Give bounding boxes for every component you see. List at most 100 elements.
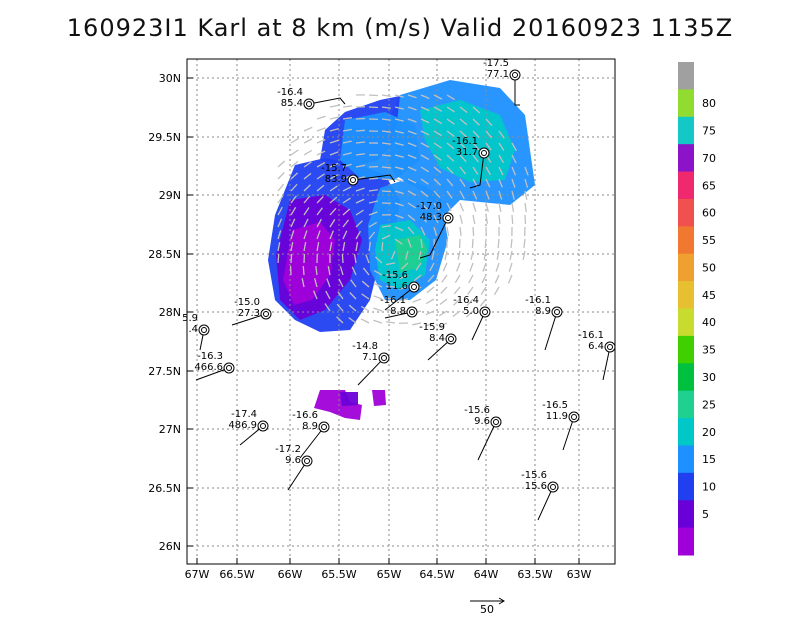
station-ring-inner <box>482 309 488 315</box>
colorbar-swatch <box>678 363 694 392</box>
wind-vector-arrow <box>459 130 468 138</box>
grid-lines <box>187 59 615 564</box>
wind-vector-arrow <box>361 280 370 288</box>
wind-vector-arrow <box>446 94 456 101</box>
wind-vector-arrow <box>485 142 492 151</box>
wind-vector-arrow <box>316 173 325 180</box>
station-value: 8.4 <box>429 333 445 344</box>
wind-vector-arrow <box>399 286 409 290</box>
dropsonde-station: -17.048.3 <box>416 201 454 259</box>
station-value: 83.9 <box>325 174 347 185</box>
wind-vector-arrow <box>468 274 474 284</box>
wind-vector-arrow <box>329 139 339 144</box>
colorbar-label: 70 <box>702 152 716 165</box>
wind-vector-arrow <box>277 195 284 204</box>
wind-vector-arrow <box>407 238 412 248</box>
station-value: 11.6 <box>386 281 408 292</box>
wind-vector-arrow <box>399 298 409 302</box>
wind-vector-arrow <box>459 154 467 163</box>
wind-vector-arrow <box>355 220 363 228</box>
wind-vector-arrow <box>433 214 439 224</box>
wind-vector-arrow <box>336 303 344 312</box>
wind-vector-arrow <box>407 178 417 184</box>
wind-vector-arrow <box>329 207 337 216</box>
wind-vector-arrow <box>472 166 479 175</box>
lat-label: 28N <box>159 306 181 319</box>
colorbar-swatch <box>678 472 694 501</box>
wind-vector-arrow <box>277 242 281 252</box>
wind-barb <box>352 174 396 183</box>
wind-vector-arrow <box>433 106 443 112</box>
station-value: 48.3 <box>420 212 442 223</box>
wind-vector-arrow <box>277 230 282 240</box>
wind-vector-arrow <box>495 262 500 272</box>
wind-vector-arrow <box>524 202 527 213</box>
wind-barb <box>562 416 575 451</box>
wind-vector-arrow <box>329 219 336 228</box>
wind-vector-arrow <box>385 321 396 324</box>
wind-vector-arrow <box>431 250 435 260</box>
wind-vector-arrow <box>439 298 448 306</box>
wind-vector-arrow <box>420 214 427 223</box>
wind-vector-arrow <box>453 286 461 295</box>
wind-vector-arrow <box>485 166 491 176</box>
dropsonde-station: -15.69.6 <box>464 405 502 461</box>
wind-vector-arrow <box>498 202 502 212</box>
wind-vector-arrow <box>329 185 338 192</box>
station-temperature: -17.0 <box>416 201 442 212</box>
wind-vector-arrow <box>290 218 296 228</box>
wind-vector-arrow <box>368 242 372 252</box>
station-temperature: -17.5 <box>483 58 509 69</box>
station-ring-inner <box>445 215 451 221</box>
colorbar-label: 65 <box>702 179 716 192</box>
station-ring-outer <box>406 306 418 318</box>
wind-vector-arrow <box>355 187 365 192</box>
wind-vector-arrow <box>316 218 322 228</box>
dropsonde-station: 5.9.4 <box>182 313 210 351</box>
wind-vector-arrow <box>381 94 391 97</box>
wind-vector-arrow <box>329 104 339 108</box>
wind-vector-arrow <box>523 238 526 249</box>
wind-vector-arrow <box>290 149 299 156</box>
wind-vector-arrow <box>394 238 403 245</box>
wind-vector-arrow <box>398 310 409 313</box>
station-ring-outer <box>318 421 330 433</box>
colorbar-swatch <box>678 62 694 90</box>
station-value: 31.7 <box>456 147 478 158</box>
wind-vector-arrow <box>381 225 392 228</box>
wind-speed-region <box>372 390 386 406</box>
colorbar-swatch <box>678 390 694 419</box>
wind-vector-arrow <box>459 178 466 187</box>
station-temperature: -16.5 <box>542 400 568 411</box>
wind-vector-arrow <box>316 127 326 132</box>
wind-vector-arrow <box>426 286 435 294</box>
wind-vector-arrow <box>407 154 417 160</box>
wind-vector-arrow <box>493 286 500 296</box>
station-value: 9.6 <box>474 416 490 427</box>
station-ring-outer <box>547 481 559 493</box>
wind-barb <box>469 152 485 189</box>
station-ring-outer <box>445 333 457 345</box>
wind-speed-region <box>395 235 428 272</box>
wind-vector-arrow <box>511 166 517 176</box>
station-value: .4 <box>188 324 198 335</box>
wind-vector-arrow <box>469 262 474 272</box>
station-ring-inner <box>304 458 310 464</box>
wind-vector-arrow <box>381 234 391 240</box>
wind-vector-arrow <box>316 242 320 252</box>
wind-vector-arrow <box>472 226 475 237</box>
station-ring-inner <box>512 72 518 78</box>
wind-vector-arrow <box>407 118 417 123</box>
wind-speed-region <box>314 390 362 420</box>
lat-label: 27N <box>159 423 181 436</box>
wind-vector-arrow <box>497 238 500 249</box>
station-ring-outer <box>301 455 313 467</box>
station-temperature: -17.4 <box>231 409 257 420</box>
lon-label: 67W <box>185 568 210 581</box>
station-value: 8.8 <box>390 306 406 317</box>
wind-vector-arrow <box>303 126 313 132</box>
wind-vector-arrow <box>498 130 505 139</box>
wind-vector-arrow <box>453 298 461 306</box>
station-value: 9.6 <box>285 455 301 466</box>
wind-vector-arrow <box>420 94 430 100</box>
